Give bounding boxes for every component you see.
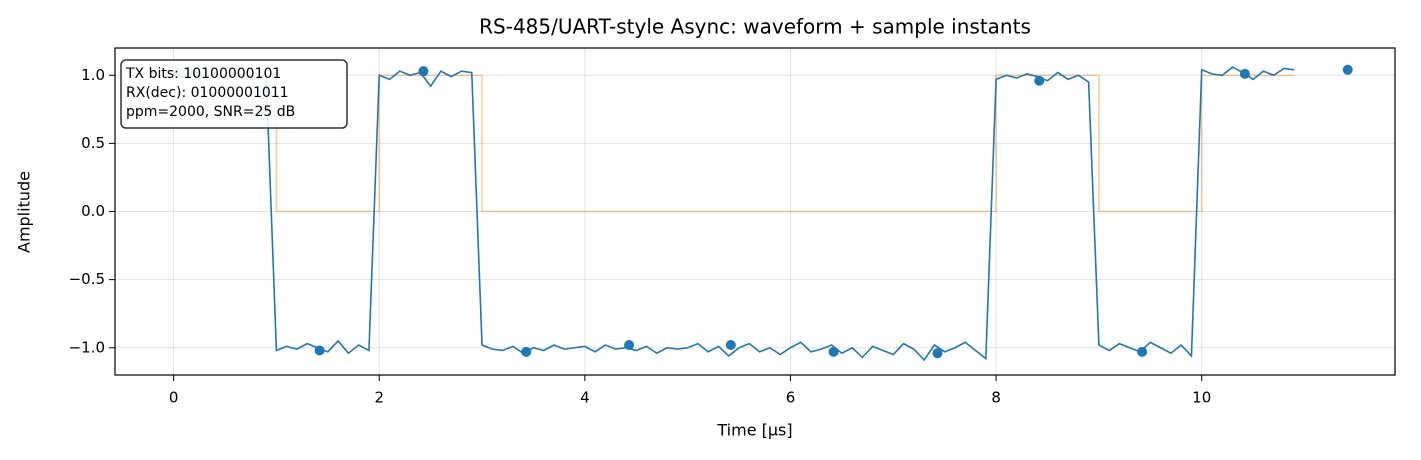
sample-point <box>725 340 736 351</box>
y-tick-label: 0.0 <box>81 202 105 220</box>
annotation-box: TX bits: 10100000101 RX(dec): 01000001011… <box>120 59 348 129</box>
annotation-text: TX bits: 10100000101 <box>125 66 281 82</box>
x-axis-label: Time [µs] <box>716 421 792 440</box>
y-axis-label: Amplitude <box>15 171 34 253</box>
chart-title: RS-485/UART-style Async: waveform + samp… <box>479 15 1031 39</box>
waveform-line <box>173 74 1295 213</box>
x-tick-label: 8 <box>991 389 1001 407</box>
annotation-text: ppm=2000, SNR=25 dB <box>126 104 295 120</box>
y-tick-label: 0.5 <box>81 134 105 152</box>
x-tick-label: 2 <box>374 389 384 407</box>
sample-point <box>418 66 429 77</box>
x-tick-label: 10 <box>1192 389 1211 407</box>
sample-point <box>1342 64 1353 75</box>
annotation-text: RX(dec): 01000001011 <box>126 85 289 101</box>
y-tick-label: 1.0 <box>81 66 105 84</box>
x-tick-label: 0 <box>169 389 179 407</box>
sample-point <box>314 345 325 356</box>
y-tick-label: −0.5 <box>69 270 105 288</box>
waveform-line <box>173 66 1295 362</box>
sample-point <box>624 340 635 351</box>
y-tick-label: −1.0 <box>69 338 105 356</box>
plot-marks <box>173 64 1353 362</box>
sample-point <box>1034 75 1045 86</box>
sample-point <box>1137 346 1148 357</box>
annotation-frame <box>120 59 348 129</box>
sample-point <box>828 346 839 357</box>
sample-point <box>932 348 943 359</box>
sample-point <box>1239 68 1250 79</box>
sample-point <box>521 346 532 357</box>
x-tick-label: 6 <box>786 389 796 407</box>
x-tick-label: 4 <box>580 389 590 407</box>
ticks: 0 2 4 6 8 10 −1.0 −0.5 0.0 0.5 1.0 <box>69 66 1212 407</box>
